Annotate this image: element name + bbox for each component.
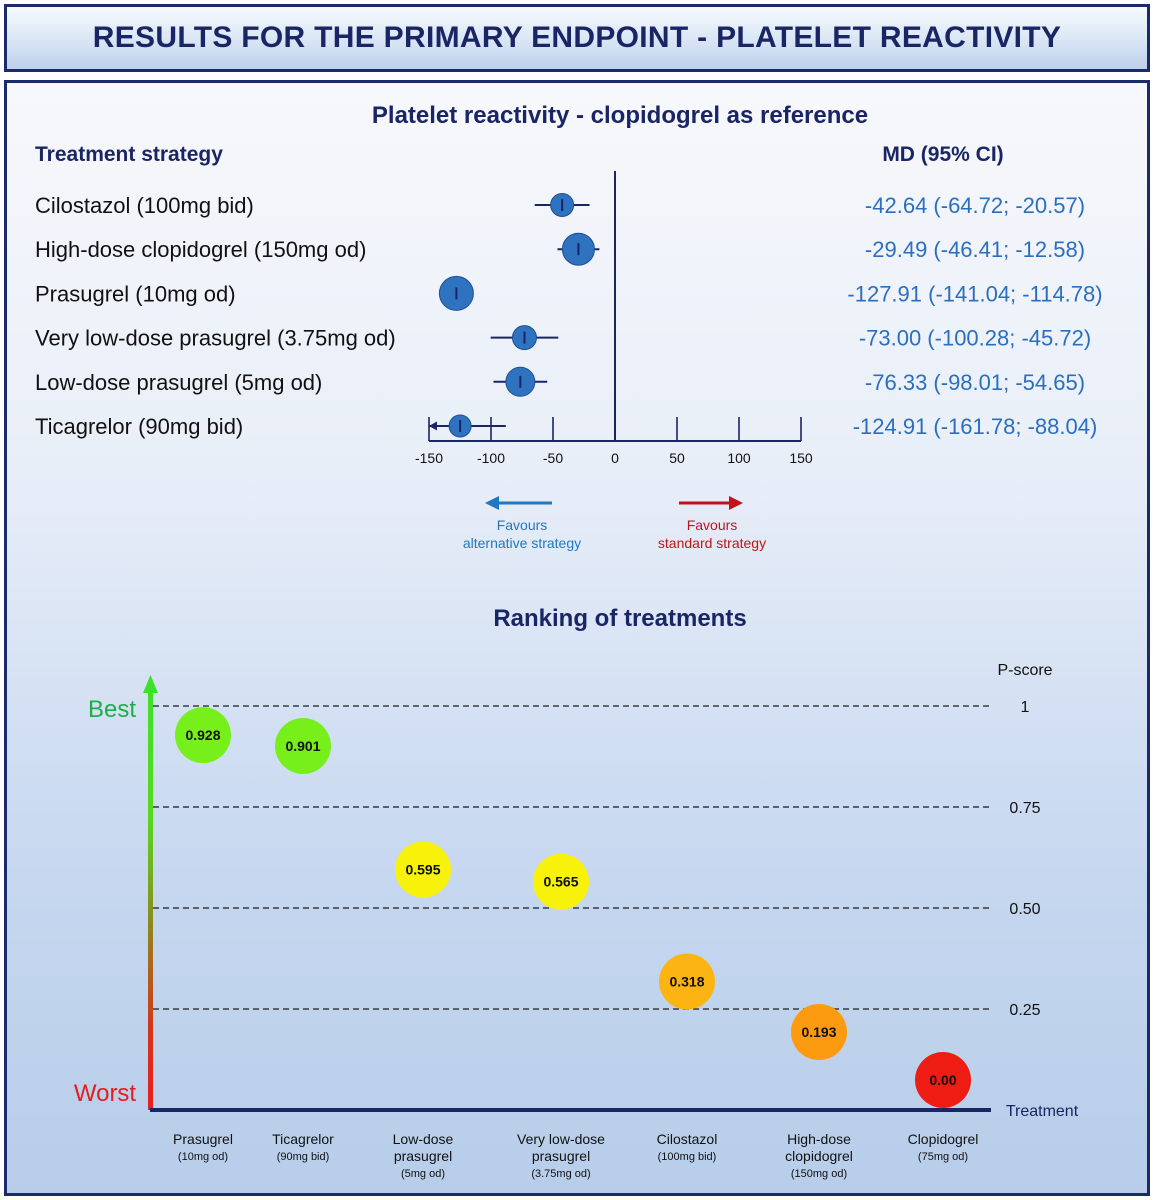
forest-row-ci: -73.00 (-100.28; -45.72) bbox=[859, 326, 1091, 351]
pscore-bubble bbox=[791, 1004, 847, 1061]
treatment-dose: (100mg bid) bbox=[658, 1151, 717, 1163]
md-ci-header: MD (95% CI) bbox=[882, 143, 1003, 166]
forest-row-label: High-dose clopidogrel (150mg od) bbox=[35, 237, 366, 262]
forest-row-ci: -124.91 (-161.78; -88.04) bbox=[853, 414, 1098, 439]
forest-row-label: Low-dose prasugrel (5mg od) bbox=[35, 370, 322, 395]
forest-row-label: Prasugrel (10mg od) bbox=[35, 281, 236, 306]
pscore-value: 0.595 bbox=[405, 862, 440, 878]
treatment-name: prasugrel bbox=[394, 1148, 452, 1164]
ranking-y-tick-label: 1 bbox=[1021, 699, 1030, 716]
pscore-value: 0.901 bbox=[285, 738, 320, 754]
ranking-y-axis bbox=[148, 691, 153, 1110]
favours-left-line2: alternative strategy bbox=[463, 535, 581, 551]
ranking-plot: Ranking of treatments P-score Best Worst Tre… bbox=[74, 605, 1079, 1180]
treatment-dose: (3.75mg od) bbox=[531, 1168, 590, 1180]
forest-plot: Platelet reactivity - clopidogrel as ref… bbox=[35, 102, 1103, 551]
ranking-y-label: P-score bbox=[997, 662, 1052, 679]
forest-row-label: Very low-dose prasugrel (3.75mg od) bbox=[35, 326, 396, 351]
treatment-dose: (5mg od) bbox=[401, 1168, 445, 1180]
pscore-bubble bbox=[915, 1052, 971, 1108]
forest-row-ci: -127.91 (-141.04; -114.78) bbox=[847, 281, 1102, 306]
forest-x-tick-label: -100 bbox=[477, 450, 505, 466]
treatment-name: prasugrel bbox=[532, 1148, 590, 1164]
main-panel: Platelet reactivity - clopidogrel as ref… bbox=[4, 80, 1150, 1196]
forest-x-tick-label: 0 bbox=[611, 450, 619, 466]
forest-row-label: Ticagrelor (90mg bid) bbox=[35, 414, 243, 439]
ranking-x-label: Treatment bbox=[1006, 1103, 1079, 1120]
forest-x-tick-label: 100 bbox=[727, 450, 751, 466]
pscore-bubble bbox=[275, 717, 331, 774]
treatment-strategy-header: Treatment strategy bbox=[35, 143, 223, 166]
treatment-dose: (150mg od) bbox=[791, 1168, 847, 1180]
treatment-name: Very low-dose bbox=[517, 1131, 605, 1147]
favours-right-line1: Favours bbox=[687, 517, 738, 533]
forest-row-ci: -29.49 (-46.41; -12.58) bbox=[865, 237, 1085, 262]
pscore-bubble bbox=[395, 841, 451, 898]
ranking-title: Ranking of treatments bbox=[493, 605, 746, 632]
pscore-bubble bbox=[175, 707, 231, 764]
treatment-name: Low-dose bbox=[393, 1131, 454, 1147]
forest-row-ci: -42.64 (-64.72; -20.57) bbox=[865, 193, 1085, 218]
pscore-bubble bbox=[533, 853, 589, 910]
treatment-name: Ticagrelor bbox=[272, 1131, 334, 1147]
treatment-name: High-dose bbox=[787, 1131, 851, 1147]
treatment-name: Prasugrel bbox=[173, 1131, 233, 1147]
ranking-y-tick-label: 0.75 bbox=[1009, 800, 1040, 817]
forest-row-ci: -76.33 (-98.01; -54.65) bbox=[865, 370, 1085, 395]
ranking-y-tick-label: 0.25 bbox=[1009, 1002, 1040, 1019]
pscore-value: 0.565 bbox=[543, 874, 578, 890]
favours-right-arrow-head bbox=[729, 496, 743, 510]
pscore-bubble bbox=[659, 953, 715, 1010]
pscore-value: 0.193 bbox=[801, 1024, 836, 1040]
title-bar: RESULTS FOR THE PRIMARY ENDPOINT - PLATE… bbox=[4, 4, 1150, 72]
worst-label: Worst bbox=[74, 1080, 137, 1107]
treatment-name: Clopidogrel bbox=[908, 1131, 979, 1147]
treatment-name: clopidogrel bbox=[785, 1148, 853, 1164]
treatment-dose: (75mg od) bbox=[918, 1151, 968, 1163]
pscore-value: 0.318 bbox=[669, 974, 704, 990]
forest-title: Platelet reactivity - clopidogrel as ref… bbox=[372, 102, 868, 129]
ranking-y-axis-arrow bbox=[143, 675, 158, 693]
forest-x-tick-label: 50 bbox=[669, 450, 685, 466]
pscore-value: 0.928 bbox=[185, 727, 220, 743]
forest-row-label: Cilostazol (100mg bid) bbox=[35, 193, 254, 218]
chart-canvas: Platelet reactivity - clopidogrel as ref… bbox=[35, 102, 1103, 1180]
treatment-dose: (90mg bid) bbox=[277, 1151, 330, 1163]
forest-x-tick-label: -150 bbox=[415, 450, 443, 466]
favours-right-line2: standard strategy bbox=[658, 535, 766, 551]
pscore-value: 0.00 bbox=[929, 1072, 956, 1088]
favours-left-line1: Favours bbox=[497, 517, 548, 533]
forest-x-tick-label: -50 bbox=[543, 450, 563, 466]
ranking-y-tick-label: 0.50 bbox=[1009, 901, 1040, 918]
forest-x-tick-label: 150 bbox=[789, 450, 813, 466]
favours-left-arrow-head bbox=[485, 496, 499, 510]
treatment-name: Cilostazol bbox=[657, 1131, 718, 1147]
ci-truncation-arrow bbox=[429, 421, 437, 431]
treatment-dose: (10mg od) bbox=[178, 1151, 228, 1163]
best-label: Best bbox=[88, 696, 136, 723]
page-title: RESULTS FOR THE PRIMARY ENDPOINT - PLATE… bbox=[92, 21, 1062, 54]
